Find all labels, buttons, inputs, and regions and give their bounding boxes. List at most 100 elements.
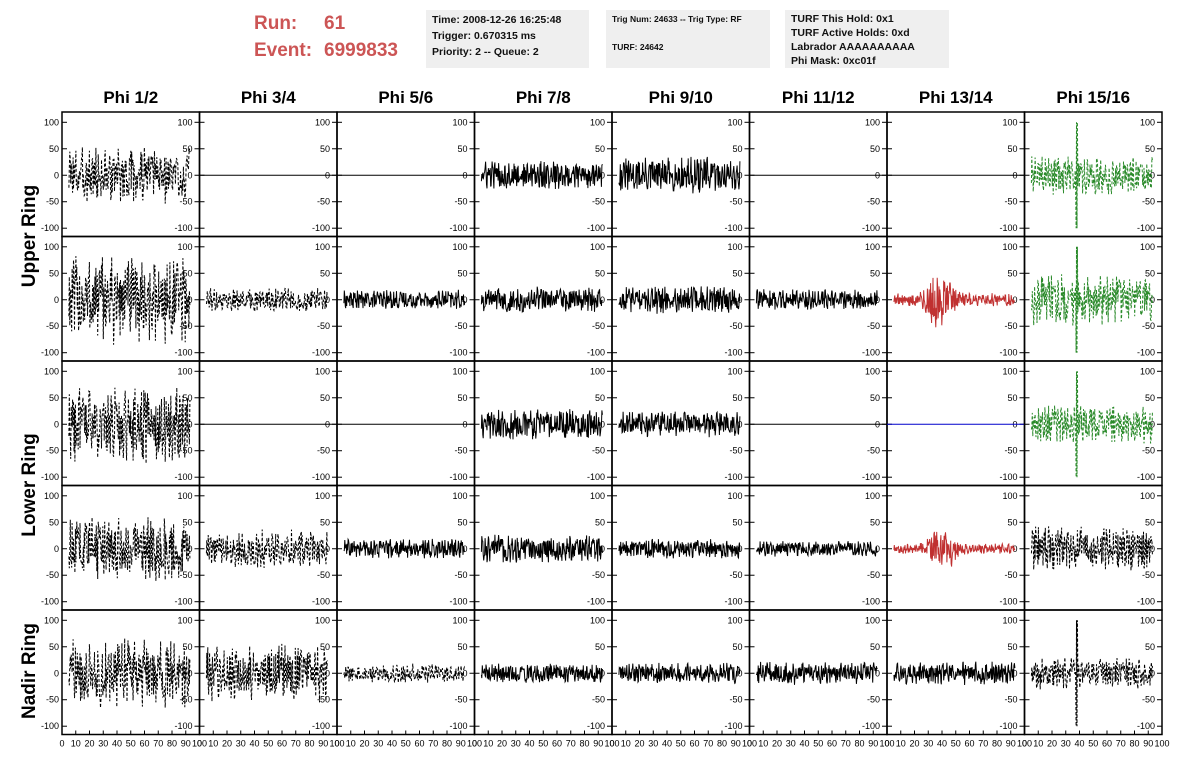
x-tick-label: 40 <box>249 739 259 749</box>
y-tick-label: 50 <box>870 642 880 652</box>
y-tick-label: -100 <box>724 721 742 731</box>
x-tick-label: 40 <box>1074 739 1084 749</box>
phi-mask-text: Phi Mask: 0xc01f <box>791 55 876 67</box>
y-tick-label: -100 <box>724 348 742 358</box>
y-tick-label: -50 <box>729 446 742 456</box>
y-tick-label: -100 <box>449 223 467 233</box>
y-tick-label: 50 <box>457 393 467 403</box>
column-header: Phi 11/12 <box>781 88 855 107</box>
y-tick-label: -50 <box>179 446 192 456</box>
x-tick-label: 0 <box>609 739 614 749</box>
y-tick-label: 0 <box>1150 295 1155 305</box>
y-tick-label: 0 <box>462 668 467 678</box>
x-tick-label: 70 <box>428 739 438 749</box>
x-tick-label: 100 <box>604 739 619 749</box>
y-tick-label: 50 <box>732 144 742 154</box>
y-tick-label: 100 <box>1002 366 1017 376</box>
x-tick-label: 90 <box>731 739 741 749</box>
y-tick-label: -50 <box>46 695 59 705</box>
x-tick-label: 40 <box>387 739 397 749</box>
y-tick-label: -50 <box>46 446 59 456</box>
y-tick-label: -100 <box>587 223 605 233</box>
y-tick-label: -100 <box>587 348 605 358</box>
x-tick-label: 0 <box>472 739 477 749</box>
y-tick-label: 100 <box>1140 615 1155 625</box>
panel-frame <box>748 111 888 238</box>
y-tick-label: 50 <box>870 144 880 154</box>
run-label: Run: <box>254 13 298 34</box>
y-tick-label: -100 <box>999 348 1017 358</box>
y-tick-label: 50 <box>1145 517 1155 527</box>
y-tick-label: 0 <box>875 668 880 678</box>
y-tick-label: -50 <box>454 446 467 456</box>
y-tick-label: 50 <box>182 642 192 652</box>
x-tick-label: 30 <box>511 739 521 749</box>
y-tick-label: 100 <box>865 117 880 127</box>
waveform-trace <box>480 161 603 190</box>
y-tick-label: 0 <box>54 668 59 678</box>
waveform-trace <box>480 286 603 314</box>
y-tick-label: -50 <box>179 570 192 580</box>
y-tick-label: 0 <box>1012 544 1017 554</box>
x-tick-label: 100 <box>467 739 482 749</box>
y-tick-label: -50 <box>729 197 742 207</box>
waveform-trace <box>1030 246 1153 353</box>
y-tick-label: 100 <box>590 242 605 252</box>
x-tick-label: 40 <box>799 739 809 749</box>
y-tick-label: -50 <box>454 321 467 331</box>
trig-info-box: Trig Num: 24633 -- Trig Type: RF TURF: 2… <box>606 10 770 68</box>
y-tick-label: -50 <box>1142 197 1155 207</box>
waveform-trace <box>68 638 191 708</box>
x-tick-label: 0 <box>197 739 202 749</box>
y-tick-label: 50 <box>320 144 330 154</box>
y-tick-label: 100 <box>177 117 192 127</box>
y-tick-label: -100 <box>999 721 1017 731</box>
y-tick-label: 100 <box>727 242 742 252</box>
y-tick-label: 100 <box>44 242 59 252</box>
y-tick-label: 100 <box>1002 491 1017 501</box>
y-tick-label: 100 <box>44 491 59 501</box>
waveform-trace <box>618 286 741 314</box>
y-tick-label: 100 <box>590 117 605 127</box>
x-tick-label: 10 <box>208 739 218 749</box>
x-tick-label: 50 <box>813 739 823 749</box>
y-tick-label: -50 <box>867 197 880 207</box>
y-tick-label: 100 <box>590 366 605 376</box>
y-tick-label: -50 <box>867 570 880 580</box>
waveform-trace <box>755 289 878 310</box>
x-tick-label: 20 <box>497 739 507 749</box>
y-tick-label: 100 <box>865 366 880 376</box>
waveform-trace <box>1030 122 1153 229</box>
y-tick-label: 50 <box>595 144 605 154</box>
y-tick-label: 50 <box>320 517 330 527</box>
y-tick-label: -100 <box>449 597 467 607</box>
y-tick-label: 100 <box>315 117 330 127</box>
y-tick-label: 50 <box>595 517 605 527</box>
waveform-trace <box>68 147 191 204</box>
turf-text: TURF: 24642 <box>612 42 664 52</box>
y-tick-label: 50 <box>182 393 192 403</box>
y-tick-label: 50 <box>732 517 742 527</box>
waveform-trace <box>618 156 741 194</box>
waveform-trace <box>618 410 741 438</box>
y-tick-label: 50 <box>1007 517 1017 527</box>
y-tick-label: 50 <box>49 517 59 527</box>
y-tick-label: -100 <box>174 223 192 233</box>
x-tick-label: 40 <box>524 739 534 749</box>
waveform-trace <box>893 277 1016 328</box>
column-header: Phi 9/10 <box>648 88 713 107</box>
x-tick-label: 90 <box>318 739 328 749</box>
x-tick-label: 90 <box>593 739 603 749</box>
x-tick-label: 10 <box>71 739 81 749</box>
x-tick-label: 70 <box>566 739 576 749</box>
y-tick-label: 0 <box>600 295 605 305</box>
y-tick-label: -100 <box>587 597 605 607</box>
event-line: Event: 6999833 <box>254 37 398 64</box>
y-tick-label: -50 <box>1142 446 1155 456</box>
x-tick-label: 0 <box>747 739 752 749</box>
y-tick-label: 0 <box>1150 668 1155 678</box>
waveform-trace <box>893 661 1016 686</box>
y-tick-label: 100 <box>727 117 742 127</box>
y-tick-label: 0 <box>462 295 467 305</box>
waveform-trace <box>480 534 603 563</box>
